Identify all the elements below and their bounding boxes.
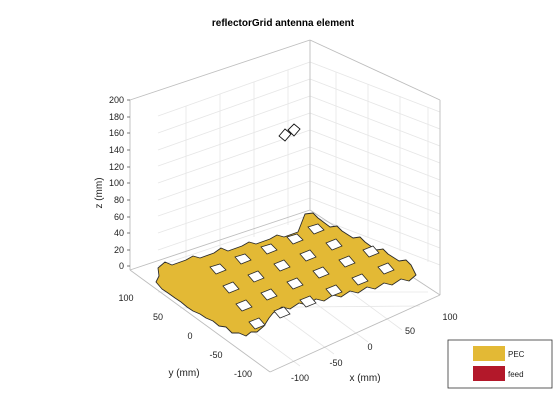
z-tick-label: 60 bbox=[114, 212, 124, 222]
y-axis-label: y (mm) bbox=[168, 368, 199, 379]
z-tick-label: 200 bbox=[109, 95, 124, 105]
y-tick-label: -100 bbox=[234, 369, 252, 379]
z-axis-label: z (mm) bbox=[94, 177, 105, 208]
z-tick-label: 40 bbox=[114, 228, 124, 238]
z-tick-labels: 200 180 160 140 120 100 80 60 40 20 0 bbox=[109, 95, 124, 271]
x-axis-label: x (mm) bbox=[349, 373, 380, 384]
y-tick-labels: 100 50 0 -50 -100 bbox=[118, 293, 252, 379]
z-tick-label: 80 bbox=[114, 195, 124, 205]
z-tick-label: 180 bbox=[109, 112, 124, 122]
y-tick-label: 100 bbox=[118, 293, 133, 303]
z-tick-label: 20 bbox=[114, 245, 124, 255]
reflector-grid bbox=[155, 212, 417, 337]
x-tick-label: -50 bbox=[329, 358, 342, 368]
z-tick-label: 0 bbox=[119, 261, 124, 271]
back-wall-grid bbox=[157, 61, 441, 267]
x-tick-label: -100 bbox=[291, 373, 309, 383]
dipole-element bbox=[278, 123, 301, 142]
legend-label-feed: feed bbox=[508, 370, 524, 379]
y-tick-label: -50 bbox=[209, 350, 222, 360]
legend-swatch-pec bbox=[473, 346, 505, 361]
y-tick-label: 0 bbox=[187, 331, 192, 341]
axes-3d bbox=[127, 39, 441, 373]
box-edges bbox=[129, 39, 441, 373]
z-tick-label: 160 bbox=[109, 128, 124, 138]
y-tick-label: 50 bbox=[153, 312, 163, 322]
legend: PEC feed bbox=[447, 339, 553, 389]
x-tick-label: 100 bbox=[442, 312, 457, 322]
figure-title: reflectorGrid antenna element bbox=[212, 18, 355, 29]
legend-label-pec: PEC bbox=[508, 350, 525, 359]
pec-reflector-plate bbox=[155, 212, 417, 337]
z-tick-label: 100 bbox=[109, 178, 124, 188]
z-tick-label: 140 bbox=[109, 145, 124, 155]
x-tick-label: 0 bbox=[367, 342, 372, 352]
legend-swatch-feed bbox=[473, 366, 505, 381]
x-tick-labels: -100 -50 0 50 100 bbox=[291, 312, 458, 383]
z-tick-label: 120 bbox=[109, 162, 124, 172]
x-tick-label: 50 bbox=[405, 326, 415, 336]
tick-marks bbox=[127, 99, 130, 267]
grid-holes bbox=[209, 223, 395, 330]
